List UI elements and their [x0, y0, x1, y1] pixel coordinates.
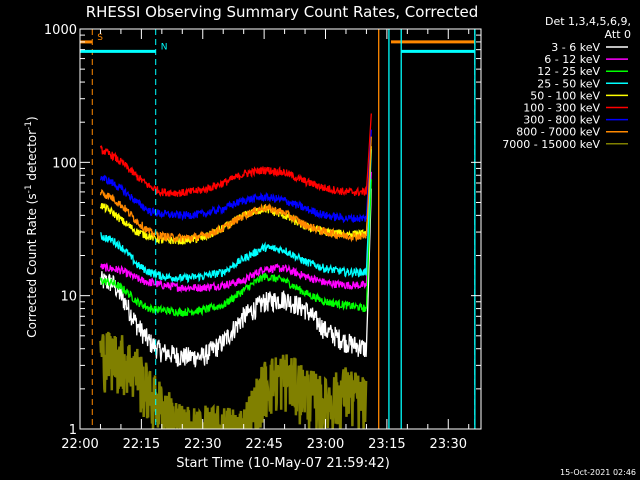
legend-header-0: Det 1,3,4,5,6,9, — [545, 15, 631, 28]
series-line-3 — [100, 149, 372, 284]
plot-frame — [79, 28, 482, 430]
series-line-5 — [99, 113, 372, 197]
footer-timestamp: 15-Oct-2021 02:46 — [560, 468, 636, 477]
x-tick-label-1: 22:15 — [123, 437, 160, 452]
legend-label-0: 3 - 6 keV — [551, 41, 600, 54]
legend-label-5: 100 - 300 keV — [523, 102, 600, 115]
marker-label-1: N — [161, 42, 168, 52]
legend-label-1: 6 - 12 keV — [544, 53, 600, 66]
y-tick-label-2: 100 — [52, 156, 77, 171]
x-tick-label-0: 22:00 — [61, 437, 98, 452]
y-tick-label-1: 10 — [60, 290, 77, 305]
legend-label-6: 300 - 800 keV — [523, 114, 600, 127]
x-axis-label: Start Time (10-May-07 21:59:42) — [176, 456, 390, 471]
x-tick-label-3: 22:45 — [245, 437, 282, 452]
series-line-0 — [99, 188, 372, 368]
series-layer — [99, 113, 372, 429]
legend-header-1: Att 0 — [605, 28, 631, 41]
axis-layer: 22:00 22:15 22:30 22:45 23:00 23:15 23:30 1 10 10… — [44, 23, 482, 452]
legend-label-7: 800 - 7000 keV — [516, 126, 600, 139]
series-line-7 — [99, 136, 372, 244]
y-tick-label-0: 1 — [69, 423, 77, 438]
y-axis-label: Corrected Count Rate (s-1 detector-1) — [24, 116, 39, 337]
y-label-sup1: -1 — [24, 184, 34, 193]
x-tick-label-5: 23:15 — [368, 437, 405, 452]
series-line-1 — [99, 171, 372, 294]
series-line-2 — [99, 179, 372, 317]
legend-label-3: 25 - 50 keV — [537, 77, 600, 90]
series-line-8 — [99, 331, 368, 429]
y-label-end: ) — [25, 116, 39, 121]
y-tick-label-3: 1000 — [44, 23, 77, 38]
x-tick-label-2: 22:30 — [184, 437, 221, 452]
legend-label-4: 50 - 100 keV — [530, 89, 600, 102]
series-line-6 — [99, 129, 372, 224]
legend-label-8: 7000 - 15000 keV — [502, 138, 600, 151]
x-tick-label-4: 23:00 — [307, 437, 344, 452]
chart-title: RHESSI Observing Summary Count Rates, Co… — [86, 3, 479, 21]
marker-label-0: S — [97, 33, 103, 43]
y-label-sup2: -1 — [24, 121, 34, 130]
x-tick-label-6: 23:30 — [430, 437, 467, 452]
y-label-main: Corrected Count Rate (s — [25, 193, 39, 337]
y-label-mid: detector — [25, 130, 39, 185]
legend-label-2: 12 - 25 keV — [537, 65, 600, 78]
marker-layer: SN — [80, 29, 476, 429]
